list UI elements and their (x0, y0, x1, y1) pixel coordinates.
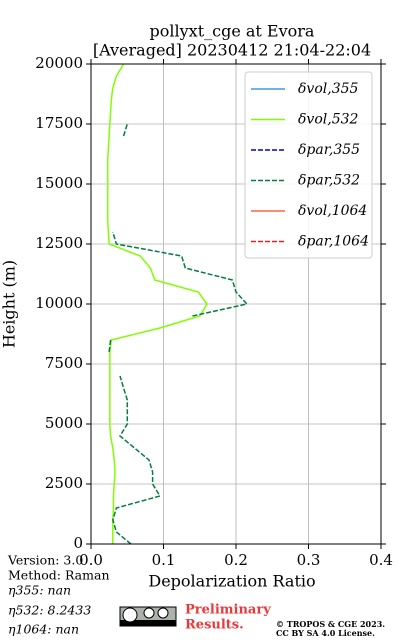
chart-subtitle: [Averaged] 20230412 21:04-22:04 (93, 41, 371, 60)
y-axis-label: Height (m) (0, 260, 19, 348)
footer-info: η532: 8.2433 (8, 603, 91, 618)
legend-label: δpar,355 (298, 142, 360, 158)
footer-info: η1064: nan (8, 622, 79, 637)
copyright: © TROPOS & CGE 2023. (276, 619, 385, 629)
y-tick-label: 17500 (35, 114, 83, 132)
series-line (108, 123, 249, 545)
series-line (106, 63, 208, 544)
y-tick-label: 0 (73, 534, 83, 552)
x-tick-label: 0.4 (369, 551, 393, 569)
legend-label: δvol,532 (298, 112, 359, 128)
chart-title: pollyxt_cge at Evora (150, 22, 315, 41)
legend-label: δpar,1064 (298, 234, 369, 250)
x-tick-label: 0.3 (297, 551, 321, 569)
footer-info: η355: nan (8, 583, 71, 598)
plot-frame (90, 63, 382, 545)
preliminary: Results. (185, 618, 244, 633)
y-tick-label: 2500 (45, 474, 83, 492)
legend-label: δvol,355 (298, 81, 359, 97)
y-tick-label: 12500 (35, 234, 83, 252)
y-tick-label: 10000 (35, 294, 83, 312)
footer-info: Method: Raman (8, 568, 110, 583)
y-tick-label: 20000 (35, 54, 83, 72)
preliminary: Preliminary (185, 603, 271, 618)
y-tick-label: 7500 (45, 354, 83, 372)
x-tick-label: 0.2 (224, 551, 248, 569)
legend-label: δpar,532 (298, 173, 360, 189)
x-tick-label: 0.1 (152, 551, 176, 569)
y-tick-label: 5000 (45, 414, 83, 432)
x-axis-label: Depolarization Ratio (148, 572, 315, 591)
legend: δvol,355 δvol,532 δpar,355 δpar,532 δvol,106… (244, 71, 373, 259)
legend-box (244, 71, 373, 259)
footer-info: Version: 3.0 (7, 553, 83, 568)
y-tick-label: 15000 (35, 174, 83, 192)
legend-label: δvol,1064 (298, 203, 367, 219)
x-tick-label: 0.0 (79, 551, 103, 569)
copyright: CC BY SA 4.0 License. (276, 628, 375, 638)
cc-logo (119, 606, 177, 627)
